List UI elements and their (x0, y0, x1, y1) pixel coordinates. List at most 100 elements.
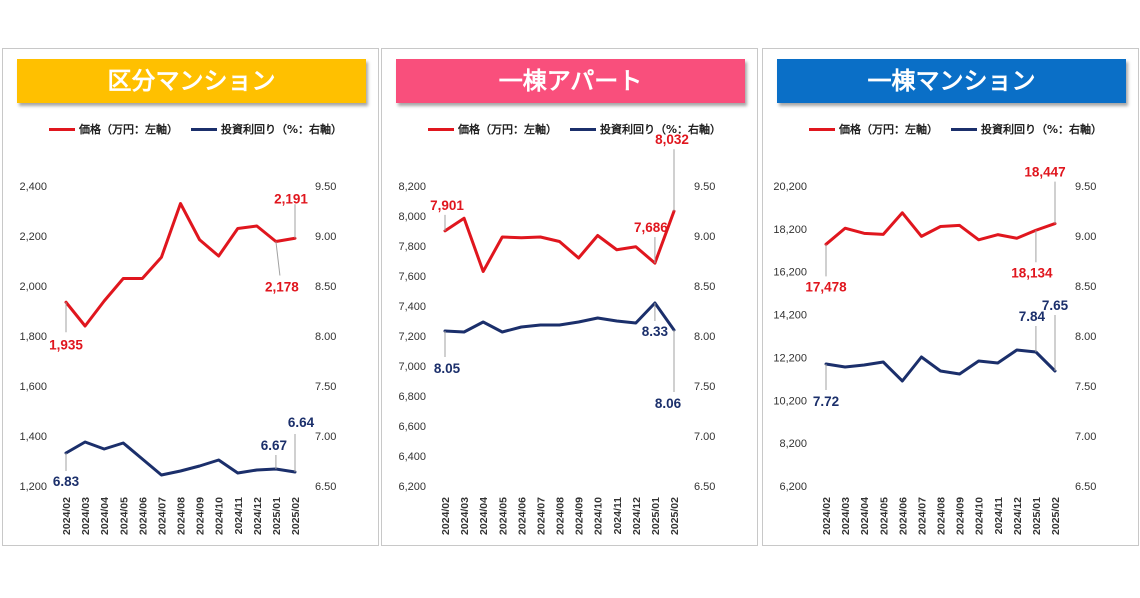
left-axis-tick-label: 18,200 (773, 224, 807, 236)
left-axis-tick-label: 7,200 (398, 331, 426, 343)
data-label: 8.33 (642, 324, 669, 339)
x-axis-tick-label: 2024/02 (61, 497, 73, 535)
left-axis-tick-label: 7,400 (398, 301, 426, 313)
x-axis-tick-label: 2025/01 (1031, 497, 1043, 535)
legend-swatch-yield (951, 127, 977, 131)
right-axis-tick-label: 8.00 (315, 331, 336, 343)
x-axis-tick-label: 2024/10 (974, 497, 986, 535)
right-axis-tick-label: 9.00 (1075, 231, 1096, 243)
x-axis-tick-label: 2024/09 (955, 497, 967, 535)
right-axis-tick-label: 6.50 (694, 481, 715, 493)
left-axis-tick-label: 6,600 (398, 421, 426, 433)
x-axis-tick-label: 2024/03 (840, 497, 852, 535)
data-label: 8,032 (655, 132, 689, 147)
x-axis-tick-label: 2024/07 (156, 497, 168, 535)
legend-label-price: 価格（万円：左軸） (839, 123, 938, 136)
left-axis-tick-label: 2,400 (19, 181, 47, 193)
panel-title-banner: 一棟マンション (777, 59, 1126, 103)
right-axis-tick-label: 7.50 (1075, 381, 1096, 393)
data-label: 7,686 (634, 220, 668, 235)
x-axis-tick-label: 2025/02 (290, 497, 302, 535)
chart-panel-ittou-apart: 一棟アパート 価格（万円：左軸） 投資利回り（%：右軸） 6,200 6,400 6… (381, 48, 758, 546)
x-axis-tick-label: 2024/07 (916, 497, 928, 535)
right-axis-tick-label: 7.50 (315, 381, 336, 393)
left-axis-tick-label: 7,600 (398, 271, 426, 283)
x-axis-tick-label: 2024/12 (631, 497, 643, 535)
legend-item-price: 価格（万円：左軸） (428, 121, 557, 137)
right-axis-tick-label: 6.50 (315, 481, 336, 493)
left-axis-tick-label: 12,200 (773, 352, 807, 364)
x-axis-tick-label: 2025/02 (669, 497, 681, 535)
panel-title-banner: 一棟アパート (396, 59, 745, 103)
x-axis-tick-label: 2024/06 (137, 497, 149, 535)
legend-item-price: 価格（万円：左軸） (49, 121, 178, 137)
legend-swatch-yield (570, 127, 596, 131)
legend: 価格（万円：左軸） 投資利回り（%：右軸） (382, 121, 757, 139)
data-label: 7,901 (430, 198, 464, 213)
x-axis-tick-label: 2024/12 (1012, 497, 1024, 535)
x-axis-tick-label: 2025/02 (1050, 497, 1062, 535)
line-chart: 6,200 8,200 10,200 12,200 14,200 16,200 18,200… (773, 165, 1096, 535)
data-label: 17,478 (805, 279, 847, 294)
yield-series-line (443, 301, 676, 334)
yield-series-line (64, 440, 297, 477)
left-axis-tick-label: 8,200 (779, 438, 807, 450)
data-label: 2,191 (274, 191, 308, 206)
x-axis-tick-label: 2024/05 (878, 497, 890, 535)
legend-swatch-yield (191, 127, 217, 131)
right-axis-tick-label: 8.00 (1075, 331, 1096, 343)
x-axis-tick-label: 2024/06 (516, 497, 528, 535)
x-axis-tick-label: 2024/10 (593, 497, 605, 535)
legend-swatch-price (809, 127, 835, 131)
legend-item-yield: 投資利回り（%：右軸） (191, 121, 342, 137)
x-axis-tick-label: 2024/09 (195, 497, 207, 535)
x-axis-tick-label: 2024/03 (459, 497, 471, 535)
x-axis-tick-label: 2025/01 (271, 497, 283, 535)
left-axis-tick-label: 6,200 (779, 481, 807, 493)
x-axis-tick-label: 2024/04 (99, 497, 111, 535)
right-axis-tick-label: 8.50 (1075, 281, 1096, 293)
yield-series-line (824, 348, 1057, 383)
right-axis-tick-label: 9.50 (315, 181, 336, 193)
x-axis-tick-label: 2024/11 (993, 497, 1005, 535)
x-axis-tick-label: 2024/03 (80, 497, 92, 535)
x-axis-tick-label: 2024/08 (555, 497, 567, 535)
x-axis-tick-label: 2024/05 (118, 497, 130, 535)
right-axis-tick-label: 7.00 (315, 431, 336, 443)
legend-label-yield: 投資利回り（%：右軸） (600, 123, 722, 136)
legend-item-price: 価格（万円：左軸） (809, 121, 938, 137)
right-axis-tick-label: 6.50 (1075, 481, 1096, 493)
data-label: 1,935 (49, 337, 83, 352)
data-label: 8.05 (434, 361, 461, 376)
right-axis-tick-label: 9.00 (694, 231, 715, 243)
panel-title-banner: 区分マンション (17, 59, 366, 103)
chart-panel-ittou-mansion: 一棟マンション 価格（万円：左軸） 投資利回り（%：右軸） 6,200 8,200… (762, 48, 1139, 546)
chart-panel-kubun: 区分マンション 価格（万円：左軸） 投資利回り（%：右軸） 1,200 1,400… (2, 48, 379, 546)
legend-label-yield: 投資利回り（%：右軸） (981, 123, 1103, 136)
x-axis-tick-label: 2024/08 (936, 497, 948, 535)
x-axis-tick-label: 2024/07 (535, 497, 547, 535)
data-label-leader-line (275, 241, 281, 276)
line-chart: 1,200 1,400 1,600 1,800 2,000 2,200 2,400 6.50 7… (19, 181, 336, 535)
right-axis-tick-label: 9.50 (1075, 181, 1096, 193)
x-axis-tick-label: 2024/06 (897, 497, 909, 535)
right-axis-tick-label: 7.50 (694, 381, 715, 393)
price-series-line (64, 202, 297, 328)
data-label: 18,134 (1011, 265, 1053, 280)
right-axis-tick-label: 8.50 (315, 281, 336, 293)
data-label: 6.64 (288, 415, 315, 430)
left-axis-tick-label: 10,200 (773, 395, 807, 407)
legend-label-price: 価格（万円：左軸） (79, 123, 178, 136)
left-axis-tick-label: 16,200 (773, 267, 807, 279)
x-axis-tick-label: 2025/01 (650, 497, 662, 535)
left-axis-tick-label: 6,200 (398, 481, 426, 493)
legend: 価格（万円：左軸） 投資利回り（%：右軸） (763, 121, 1138, 139)
price-series-line (824, 211, 1057, 246)
x-axis-tick-label: 2024/05 (497, 497, 509, 535)
legend-item-yield: 投資利回り（%：右軸） (951, 121, 1102, 137)
legend-label-yield: 投資利回り（%：右軸） (221, 123, 343, 136)
right-axis-tick-label: 7.00 (694, 431, 715, 443)
legend-label-price: 価格（万円：左軸） (458, 123, 557, 136)
x-axis-tick-label: 2024/12 (252, 497, 264, 535)
left-axis-tick-label: 7,000 (398, 361, 426, 373)
